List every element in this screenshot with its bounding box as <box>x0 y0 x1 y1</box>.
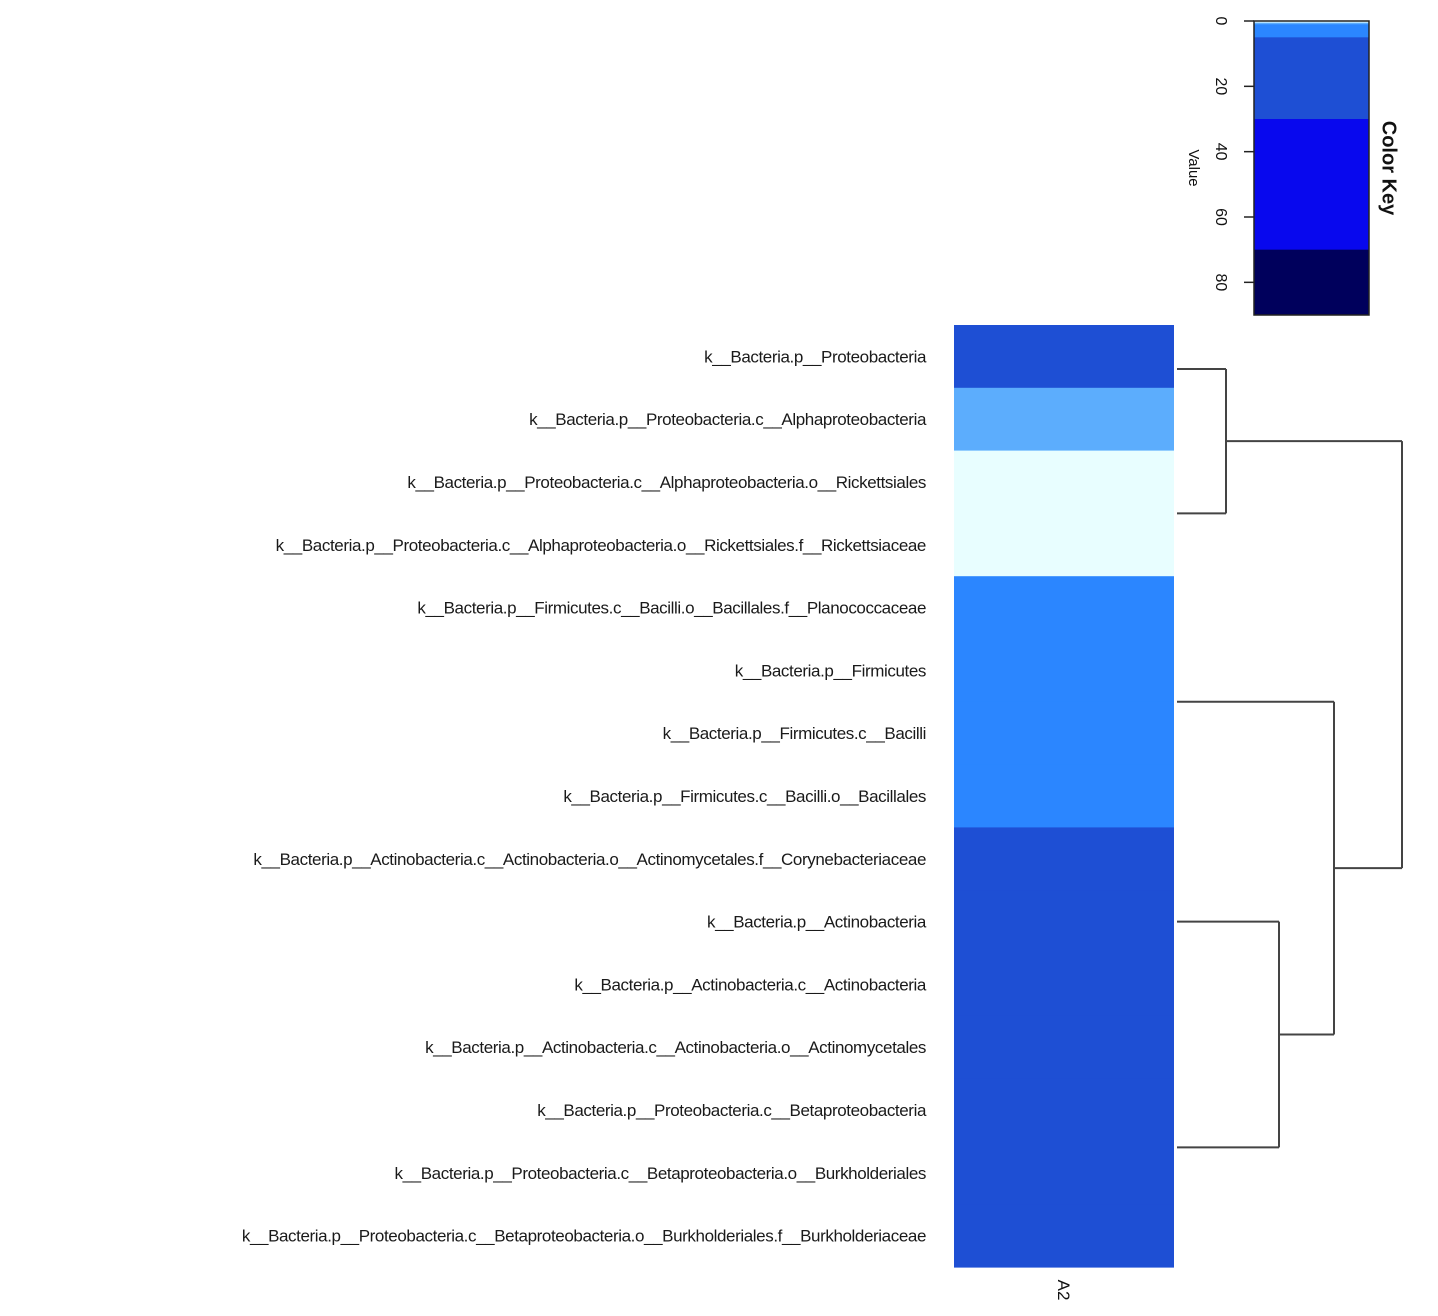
row-label: k__Bacteria.p__Firmicutes.c__Bacilli.o__… <box>563 787 926 806</box>
row-dendrogram <box>1177 367 1403 1149</box>
row-label: k__Bacteria.p__Actinobacteria.c__Actinob… <box>425 1038 926 1057</box>
row-label: k__Bacteria.p__Proteobacteria.c__Alphapr… <box>276 536 926 555</box>
heatmap-cells <box>954 325 1174 1268</box>
row-label: k__Bacteria.p__Proteobacteria.c__Betapro… <box>537 1101 927 1120</box>
color-key-title: Color Key <box>1378 121 1400 216</box>
row-label: k__Bacteria.p__Firmicutes.c__Bacilli.o__… <box>417 599 926 618</box>
row-label: k__Bacteria.p__Proteobacteria <box>704 347 927 366</box>
row-labels: k__Bacteria.p__Proteobacteria k__Bacteria… <box>242 347 927 1245</box>
row-label: k__Bacteria.p__Firmicutes <box>735 661 926 680</box>
heatmap-cell <box>954 1015 1174 1080</box>
heatmap-cell <box>954 576 1174 640</box>
row-label: k__Bacteria.p__Proteobacteria.c__Betapro… <box>242 1227 926 1246</box>
heatmap-cell <box>954 1204 1174 1268</box>
color-key-band <box>1254 249 1369 316</box>
heatmap-cell <box>954 325 1174 389</box>
color-key: 0 20 40 60 80 Value Color Key <box>1185 17 1400 316</box>
heatmap-cell <box>954 953 1174 1017</box>
heatmap-cell <box>954 890 1174 954</box>
column-label: A2 <box>1054 1280 1073 1301</box>
heatmap-cell <box>954 764 1174 828</box>
color-key-value-label: Value <box>1185 149 1202 186</box>
color-key-tick-label: 80 <box>1212 273 1229 291</box>
heatmap-cell <box>954 387 1174 452</box>
row-label: k__Bacteria.p__Actinobacteria <box>707 913 927 932</box>
color-key-band <box>1254 119 1369 251</box>
heatmap-cell <box>954 1141 1174 1205</box>
heatmap-cell <box>954 701 1174 766</box>
color-key-tick-label: 20 <box>1212 77 1229 95</box>
row-label: k__Bacteria.p__Actinobacteria.c__Actinob… <box>574 975 927 994</box>
row-label: k__Bacteria.p__Proteobacteria.c__Alphapr… <box>407 473 926 492</box>
color-key-tick-label: 40 <box>1212 143 1229 161</box>
heatmap-cell <box>954 639 1174 703</box>
heatmap-cell <box>954 827 1174 891</box>
color-key-tick-label: 0 <box>1212 17 1229 26</box>
heatmap-cell <box>954 450 1174 514</box>
heatmap-cell <box>954 513 1174 577</box>
color-key-tick-label: 60 <box>1212 208 1229 226</box>
color-key-band <box>1254 24 1369 38</box>
heatmap-cell <box>954 1078 1174 1142</box>
row-label: k__Bacteria.p__Proteobacteria.c__Betapro… <box>395 1164 926 1183</box>
row-label: k__Bacteria.p__Firmicutes.c__Bacilli <box>663 724 926 743</box>
color-key-band <box>1254 37 1369 120</box>
row-label: k__Bacteria.p__Actinobacteria.c__Actinob… <box>253 850 926 869</box>
row-label: k__Bacteria.p__Proteobacteria.c__Alphapr… <box>529 410 927 429</box>
